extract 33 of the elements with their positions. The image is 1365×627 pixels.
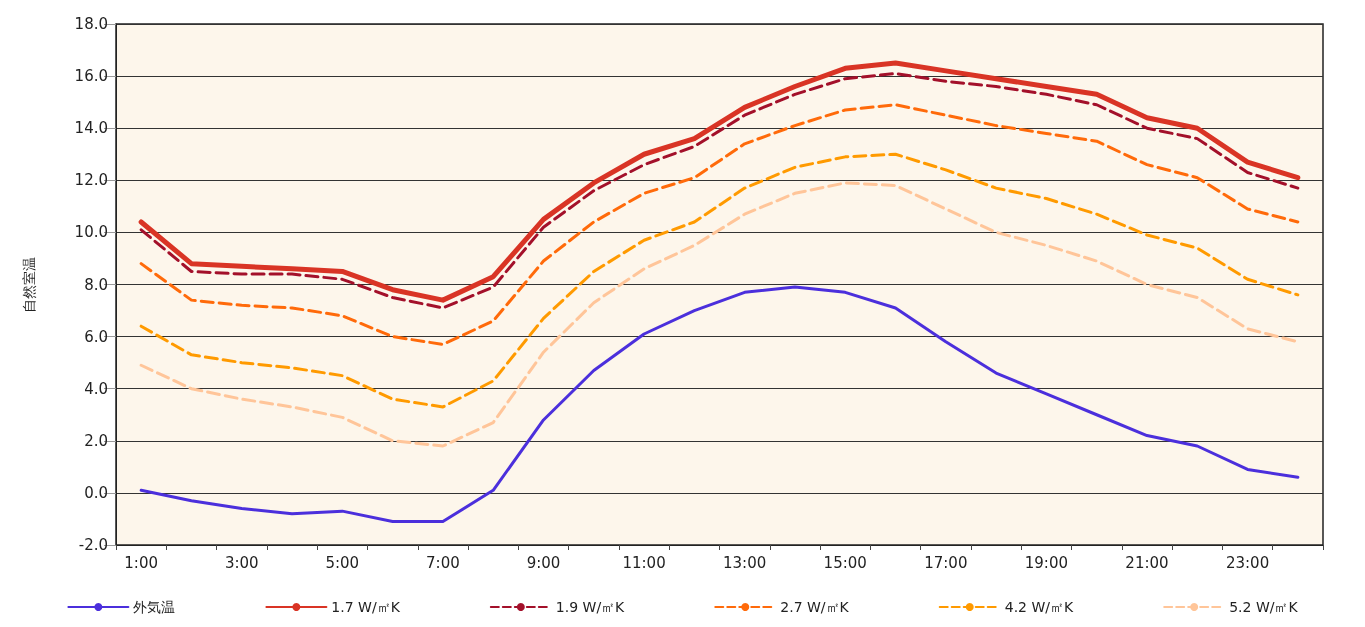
y-tick-label: 16.0 [74,67,108,86]
line-series [139,103,1300,346]
line-series [139,285,1300,524]
y-tick-label: 4.0 [84,379,108,398]
x-tick-label: 9:00 [526,553,561,572]
y-axis-title: 自然室温 [21,256,37,313]
y-tick-label: -2.0 [78,536,108,554]
y-tick-label: 8.0 [84,275,108,294]
x-tick-label: 19:00 [1024,553,1069,572]
x-tick-label: 17:00 [924,553,968,572]
legend-label: 4.2 W/㎡K [1004,599,1074,615]
x-tick-label: 11:00 [622,553,666,572]
x-tick-label: 7:00 [426,553,460,572]
x-tick-label: 3:00 [224,553,259,572]
y-tick-label: 12.0 [74,171,108,190]
x-tick-label: 13:00 [723,553,767,572]
x-tick-label: 1:00 [124,553,158,572]
y-tick-label: 6.0 [84,327,108,346]
y-tick-label: 0.0 [84,483,108,502]
x-tick-label: 21:00 [1125,553,1169,572]
x-tick-label: 15:00 [823,553,867,572]
legend-label: 外気温 [133,599,176,615]
y-tick-label: 2.0 [84,431,108,450]
y-tick-label: 14.0 [74,119,108,138]
legend-label: 1.9 W/㎡K [555,599,626,615]
legend-label: 1.7 W/㎡K [331,599,401,615]
legend-label: 2.7 W/㎡K [780,599,850,615]
line-series [139,152,1300,409]
x-tick-label: 5:00 [325,553,360,572]
y-tick-label: 18.0 [74,15,108,33]
legend-label: 5.2 W/㎡K [1229,599,1299,615]
x-tick-label: 23:00 [1225,553,1270,572]
y-tick-label: 10.0 [74,223,108,242]
